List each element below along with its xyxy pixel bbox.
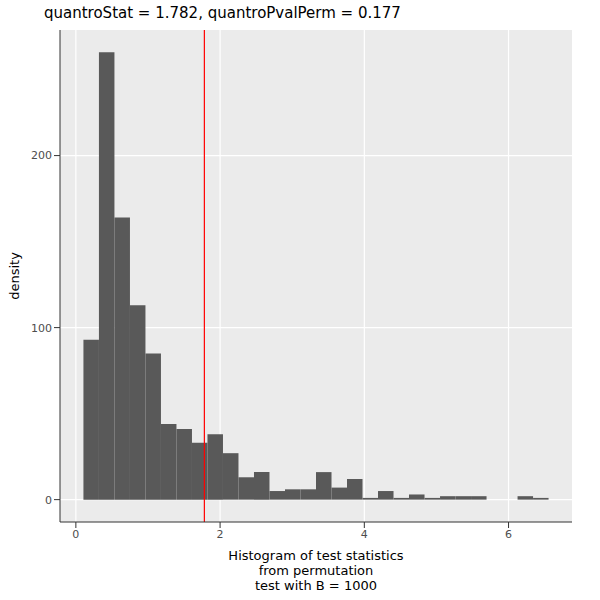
- svg-text:0: 0: [72, 528, 79, 541]
- svg-text:6: 6: [505, 528, 512, 541]
- html-text:Histogram of test statistics: Histogram of test statistics: [228, 548, 404, 563]
- html-text:from permutation: from permutation: [258, 563, 374, 578]
- html-text:test with B = 1000: test with B = 1000: [255, 578, 377, 593]
- svg-text:200: 200: [31, 149, 52, 162]
- svg-text:100: 100: [31, 322, 52, 335]
- svg-text:0: 0: [45, 494, 52, 507]
- svg-text:density: density: [8, 252, 22, 300]
- svg-text:2: 2: [217, 528, 224, 541]
- html-text:quantroStat = 1.782, quantroPv: quantroStat = 1.782, quantroPvalPerm = 0…: [44, 4, 401, 22]
- svg-text:4: 4: [361, 528, 368, 541]
